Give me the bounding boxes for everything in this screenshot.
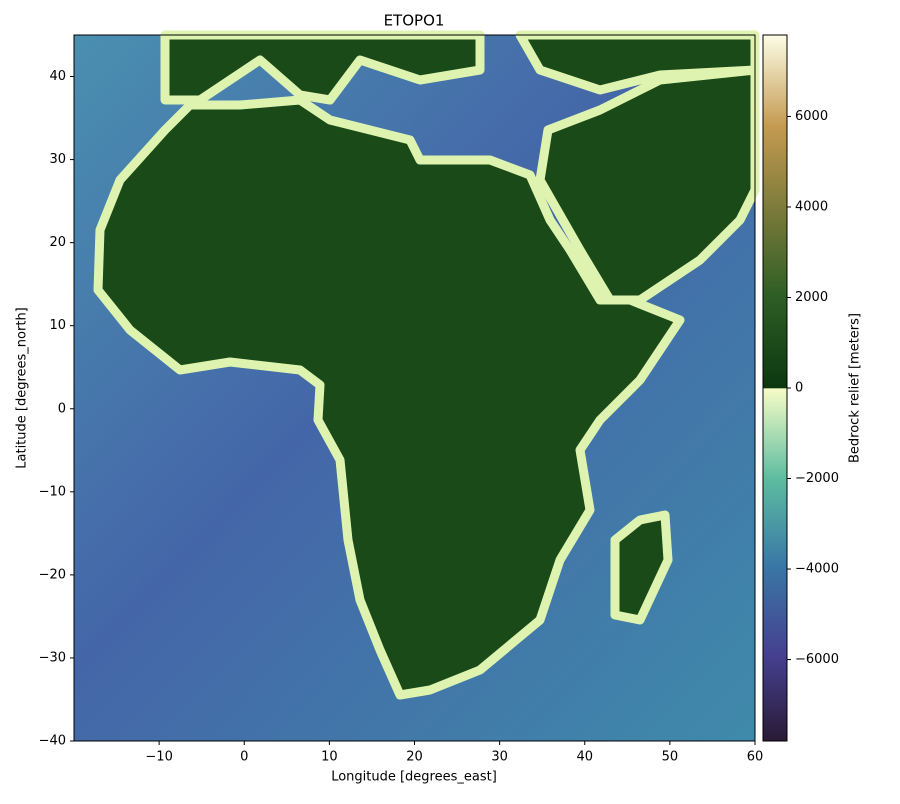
y-tick-label: −10 [39,484,66,499]
colorbar-tick-label: −6000 [795,652,839,667]
x-tick-label: 50 [662,750,679,765]
y-tick-label: 30 [49,152,66,167]
x-tick-label: 40 [576,750,593,765]
x-axis-label: Longitude [degrees_east] [331,770,497,785]
colorbar-tick-label: 4000 [795,199,828,214]
y-tick-label: 10 [49,318,66,333]
y-axis-label: Latitude [degrees_north] [15,307,30,468]
colorbar-tick-label: −2000 [795,471,839,486]
x-tick-label: 60 [747,750,764,765]
x-tick-label: 10 [321,750,338,765]
chart-title: ETOPO1 [384,12,445,30]
colorbar-tick-label: 6000 [795,109,828,124]
y-tick-label: −20 [39,567,66,582]
colorbar-tick-label: 0 [795,381,803,396]
colorbar-label: Bedrock relief [meters] [848,313,863,463]
y-tick-label: −30 [39,650,66,665]
map-image [74,30,760,741]
y-tick-label: 20 [49,235,66,250]
y-tick-label: 40 [49,69,66,84]
colorbar [762,34,788,742]
x-tick-label: 20 [406,750,423,765]
colorbar-tick-label: −4000 [795,562,839,577]
x-tick-label: 0 [240,750,248,765]
y-tick-label: −40 [39,734,66,749]
y-tick-label: 0 [58,401,66,416]
colorbar-tick-label: 2000 [795,290,828,305]
x-tick-label: 30 [491,750,508,765]
x-tick-label: −10 [145,750,172,765]
